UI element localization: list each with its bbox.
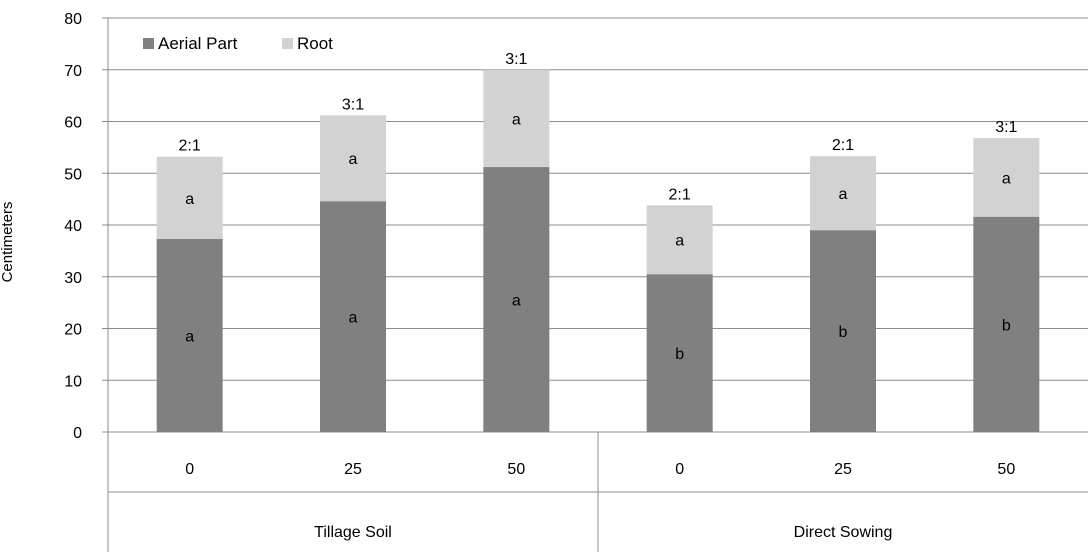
bar-root bbox=[320, 115, 386, 202]
aerial-part-significance-label: b bbox=[839, 324, 848, 341]
y-axis-title: Centimeters bbox=[0, 202, 16, 283]
x-tick-label: 0 bbox=[185, 461, 194, 478]
root-significance-label: a bbox=[349, 151, 358, 168]
legend-swatch bbox=[282, 38, 293, 49]
x-tick-label: 0 bbox=[675, 461, 684, 478]
bar-aerial-part bbox=[810, 230, 876, 432]
y-tick-label: 20 bbox=[64, 322, 82, 339]
x-tick-label: 50 bbox=[997, 461, 1015, 478]
bar-aerial-part bbox=[646, 274, 713, 432]
legend-label: Root bbox=[297, 34, 333, 53]
x-tick-label: 50 bbox=[507, 461, 525, 478]
bar-root bbox=[810, 156, 876, 231]
bars bbox=[156, 69, 1040, 433]
root-significance-label: a bbox=[185, 191, 194, 208]
group-label: Direct Sowing bbox=[794, 524, 893, 541]
x-tick-label: 25 bbox=[834, 461, 852, 478]
ratio-label: 3:1 bbox=[995, 119, 1017, 136]
y-tick-label: 10 bbox=[64, 373, 82, 390]
y-tick-label: 70 bbox=[64, 63, 82, 80]
ratio-label: 2:1 bbox=[179, 138, 201, 155]
aerial-part-significance-label: b bbox=[675, 346, 684, 363]
gridlines bbox=[108, 17, 1088, 381]
ratio-label: 2:1 bbox=[669, 186, 691, 203]
y-tick-label: 60 bbox=[64, 115, 82, 132]
root-significance-label: a bbox=[512, 111, 521, 128]
bar-root bbox=[973, 138, 1040, 217]
y-tick-label: 30 bbox=[64, 270, 82, 287]
bar-aerial-part bbox=[156, 238, 223, 432]
ratio-label: 2:1 bbox=[832, 137, 854, 154]
axes: 0 10 20 30 40 50 60 70 80 Tillage Soil Direct Sowi… bbox=[64, 11, 1088, 552]
group-label: Tillage Soil bbox=[314, 524, 392, 541]
ratio-label: 3:1 bbox=[342, 96, 364, 113]
legend: Aerial Part Root bbox=[143, 34, 333, 53]
aerial-part-significance-label: a bbox=[512, 293, 521, 310]
bar-root bbox=[483, 69, 550, 168]
ratio-label: 3:1 bbox=[505, 51, 527, 68]
legend-swatch bbox=[143, 38, 154, 49]
x-tick-label: 25 bbox=[344, 461, 362, 478]
bar-root bbox=[646, 205, 713, 275]
bar-aerial-part bbox=[483, 167, 550, 433]
aerial-part-significance-label: b bbox=[1002, 317, 1011, 334]
bar-aerial-part bbox=[320, 201, 386, 432]
root-significance-label: a bbox=[839, 186, 848, 203]
aerial-part-significance-label: a bbox=[185, 328, 194, 345]
bar-root bbox=[156, 156, 223, 239]
root-significance-label: a bbox=[1002, 170, 1011, 187]
bar-aerial-part bbox=[973, 216, 1040, 432]
y-tick-label: 0 bbox=[73, 425, 82, 442]
y-tick-label: 80 bbox=[64, 11, 82, 28]
legend-label: Aerial Part bbox=[158, 34, 238, 53]
labels: a a 2:1 a a 3:1 a a 3:1 b a 2:1 b a 2:1 b a 3:1 bbox=[179, 51, 1018, 363]
y-tick-label: 50 bbox=[64, 166, 82, 183]
aerial-part-significance-label: a bbox=[349, 310, 358, 327]
y-tick-label: 40 bbox=[64, 218, 82, 235]
root-significance-label: a bbox=[675, 233, 684, 250]
